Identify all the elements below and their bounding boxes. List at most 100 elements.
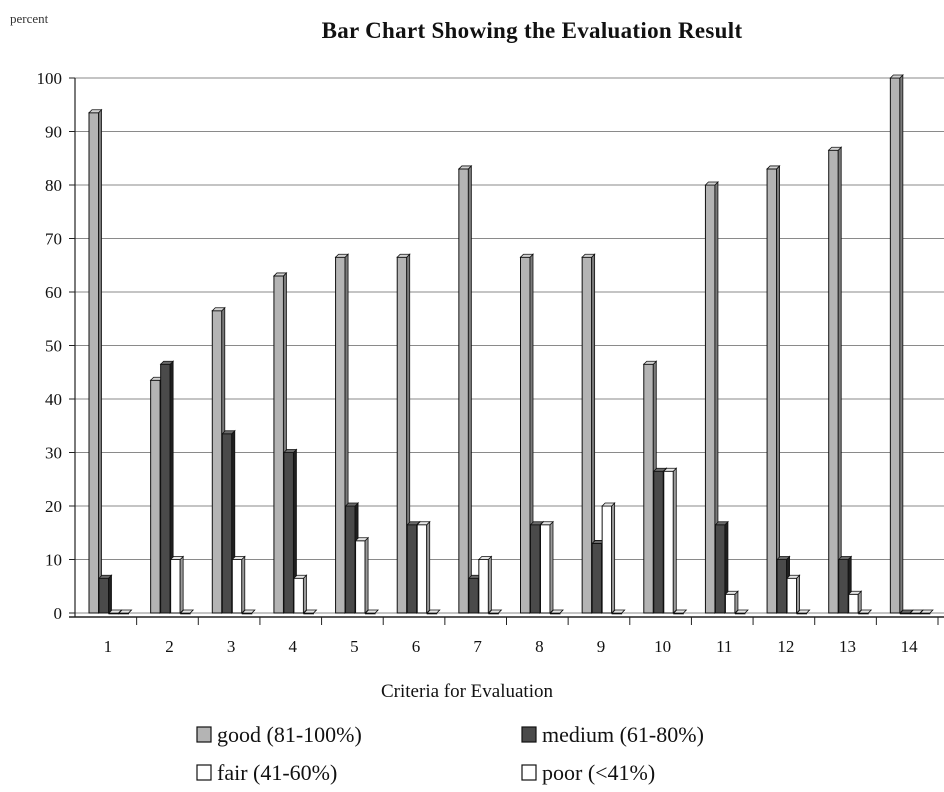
x-tick-label: 5 [350, 637, 359, 656]
bar [98, 574, 113, 614]
bar-top [642, 360, 658, 365]
x-tick-label: 2 [165, 637, 174, 656]
legend-item: poor (<41%) [521, 760, 655, 785]
bars [88, 74, 934, 615]
bar [118, 609, 133, 615]
bar-front [478, 559, 489, 614]
x-tick-label: 12 [777, 637, 794, 656]
bar [766, 164, 781, 614]
bar-top [396, 253, 411, 258]
bar-side [487, 555, 492, 614]
bar-front [293, 577, 304, 614]
bar-front [838, 559, 849, 614]
bar [857, 609, 873, 615]
bar-side [303, 574, 307, 614]
bar [847, 590, 863, 614]
bar [601, 502, 616, 614]
legend-swatch [521, 764, 537, 781]
bar-front [530, 524, 541, 614]
legend-item: good (81-100%) [196, 722, 362, 747]
bar-top [211, 307, 226, 312]
bar-side [837, 146, 842, 614]
y-tick-label: 20 [45, 497, 62, 516]
bar-side [426, 520, 431, 614]
bar-side [672, 467, 677, 614]
legend-swatch [196, 764, 212, 781]
chart-title: Bar Chart Showing the Evaluation Result [322, 18, 743, 43]
bar [581, 253, 596, 614]
bar-side [364, 536, 369, 614]
bar [169, 555, 185, 614]
bar-front [150, 379, 161, 614]
bar-side [179, 555, 184, 614]
bar-top [724, 590, 739, 595]
x-tick-label: 9 [597, 637, 606, 656]
bar [457, 164, 473, 614]
bar-top [292, 574, 308, 579]
bar-front [458, 168, 469, 614]
y-tick-label: 50 [45, 337, 62, 356]
bar-top [354, 537, 370, 542]
bar [734, 609, 749, 615]
bar-top [487, 609, 503, 614]
bar-top [734, 609, 749, 614]
bar-front [643, 363, 654, 614]
legend-swatch [196, 726, 212, 743]
bar-side [241, 555, 246, 614]
bar-top [776, 556, 791, 560]
legend-item: medium (61-80%) [521, 722, 704, 747]
bar-top [118, 609, 133, 614]
bar-front [355, 540, 366, 614]
bar-top [179, 609, 195, 614]
bar-top [231, 556, 246, 560]
y-axis-label: percent [10, 11, 49, 26]
bar-top [334, 253, 350, 258]
bar-front [601, 505, 613, 614]
legend-label: good (81-100%) [217, 722, 362, 747]
bar-front [714, 524, 726, 614]
bar-front [468, 577, 479, 614]
bar [354, 536, 370, 614]
bar-top [714, 521, 729, 526]
bar-side [857, 590, 862, 614]
bar-top [847, 590, 863, 595]
y-tick-label: 40 [45, 390, 62, 409]
bar-top [601, 502, 616, 507]
bar-side [467, 164, 472, 614]
bar-front [776, 559, 788, 614]
bar-front [889, 77, 901, 614]
y-axis-ticks: 0 10 20 30 40 50 60 70 80 90 100 [37, 69, 75, 623]
bar-top [426, 609, 441, 614]
bar-top [272, 272, 288, 277]
bar [88, 108, 103, 614]
bar-top [672, 609, 688, 614]
bar-front [160, 363, 171, 614]
bar-top [302, 609, 318, 614]
bar-front [406, 524, 418, 614]
x-tick-label: 8 [535, 637, 544, 656]
y-tick-label: 80 [45, 176, 62, 195]
x-tick-label: 10 [654, 637, 671, 656]
bar-front [591, 542, 603, 614]
bar-top [477, 556, 493, 560]
bar [919, 609, 934, 615]
bar-top [344, 502, 360, 507]
bar-front [653, 470, 664, 614]
legend-label: medium (61-80%) [542, 722, 704, 747]
bar-top [457, 165, 473, 170]
x-tick-label: 13 [839, 637, 856, 656]
bar-front [416, 524, 428, 614]
bar-top [837, 556, 853, 560]
bar-front [345, 505, 356, 614]
bar-top [919, 609, 934, 614]
bar [241, 609, 256, 615]
bar [179, 609, 195, 615]
bar-front [273, 275, 284, 614]
legend-label: poor (<41%) [542, 760, 655, 785]
y-tick-label: 100 [37, 69, 63, 88]
bar-side [734, 590, 739, 614]
y-tick-label: 90 [45, 123, 62, 142]
bar [292, 574, 308, 614]
bar-top [539, 521, 554, 526]
